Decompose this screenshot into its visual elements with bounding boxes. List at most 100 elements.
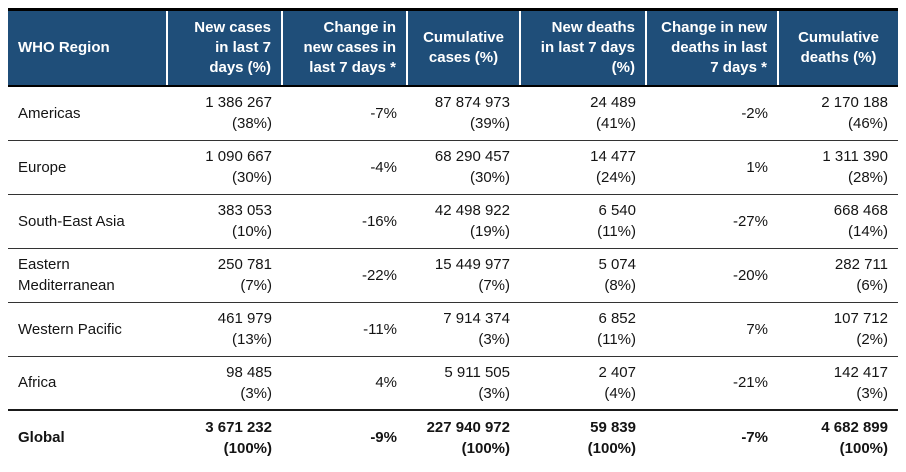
cell-value: 6 540 bbox=[598, 202, 636, 219]
cell-value: 7 914 374 bbox=[443, 310, 510, 327]
col-header-new-cases: New cases in last 7 days (%) bbox=[166, 8, 282, 87]
change-new-deaths-cell: 7% bbox=[646, 302, 778, 357]
new-deaths-cell: 24 489 (41%) bbox=[520, 86, 646, 141]
new-cases-cell: 1 386 267 (38%) bbox=[167, 86, 282, 141]
cell-value: 6 852 bbox=[598, 310, 636, 327]
cell-value: 59 839 bbox=[590, 418, 636, 436]
new-deaths-cell: 2 407 (4%) bbox=[520, 356, 646, 411]
cell-percent: (39%) bbox=[469, 115, 510, 133]
cell-percent: (100%) bbox=[223, 439, 272, 457]
cell-percent: (24%) bbox=[595, 169, 636, 186]
cell-value: 107 712 bbox=[833, 310, 888, 327]
new-cases-cell: 461 979 (13%) bbox=[167, 302, 282, 357]
cell-percent: (7%) bbox=[478, 277, 510, 294]
col-header-new-deaths: New deaths in last 7 days (%) bbox=[519, 8, 646, 87]
cell-percent: (3%) bbox=[856, 384, 888, 402]
new-deaths-cell: 59 839 (100%) bbox=[520, 410, 646, 464]
cell-percent: (30%) bbox=[231, 169, 272, 186]
change-new-cases-cell: -4% bbox=[282, 140, 407, 195]
cell-value: 1 311 390 bbox=[822, 148, 888, 165]
change-new-deaths-cell: -7% bbox=[646, 410, 778, 464]
table-row-americas: Americas 1 386 267 (38%) -7% 87 874 973 … bbox=[8, 86, 898, 141]
cumulative-cases-cell: 42 498 922 (19%) bbox=[407, 194, 520, 249]
cell-percent: (28%) bbox=[847, 169, 888, 186]
new-deaths-cell: 14 477 (24%) bbox=[520, 140, 646, 195]
cumulative-deaths-cell: 282 711 (6%) bbox=[778, 248, 898, 303]
cell-value: 87 874 973 bbox=[434, 94, 510, 112]
cell-percent: (6%) bbox=[856, 277, 888, 294]
new-cases-cell: 383 053 (10%) bbox=[167, 194, 282, 249]
change-new-deaths-cell: -27% bbox=[646, 194, 778, 249]
table-row-global: Global 3 671 232 (100%) -9% 227 940 972 … bbox=[8, 410, 898, 464]
cell-value: 383 053 bbox=[217, 202, 272, 219]
cell-percent: (38%) bbox=[231, 115, 272, 133]
cell-value: 4 682 899 bbox=[821, 418, 888, 436]
new-deaths-cell: 6 540 (11%) bbox=[520, 194, 646, 249]
col-header-cumulative-deaths: Cumulative deaths (%) bbox=[777, 8, 898, 87]
cumulative-deaths-cell: 668 468 (14%) bbox=[778, 194, 898, 249]
cell-percent: (100%) bbox=[587, 439, 636, 457]
new-cases-cell: 98 485 (3%) bbox=[167, 356, 282, 411]
cell-value: 282 711 bbox=[834, 256, 888, 273]
col-header-change-new-deaths: Change in new deaths in last 7 days * bbox=[645, 8, 778, 87]
region-cell: Europe bbox=[8, 140, 167, 195]
cumulative-cases-cell: 15 449 977 (7%) bbox=[407, 248, 520, 303]
region-cell: South-East Asia bbox=[8, 194, 167, 249]
cell-value: 68 290 457 bbox=[434, 148, 510, 165]
cell-percent: (7%) bbox=[240, 277, 272, 294]
col-header-change-new-cases: Change in new cases in last 7 days * bbox=[281, 8, 407, 87]
change-new-deaths-cell: -21% bbox=[646, 356, 778, 411]
cell-percent: (8%) bbox=[604, 277, 636, 294]
cell-percent: (11%) bbox=[597, 331, 636, 348]
region-cell: Western Pacific bbox=[8, 302, 167, 357]
table-header: WHO Region New cases in last 7 days (%) … bbox=[8, 8, 898, 87]
cell-percent: (3%) bbox=[478, 384, 510, 402]
new-deaths-cell: 6 852 (11%) bbox=[520, 302, 646, 357]
cell-value: 15 449 977 bbox=[434, 256, 510, 273]
change-new-cases-cell: -16% bbox=[282, 194, 407, 249]
cell-percent: (2%) bbox=[856, 331, 888, 348]
change-new-deaths-cell: -2% bbox=[646, 86, 778, 141]
cumulative-cases-cell: 5 911 505 (3%) bbox=[407, 356, 520, 411]
cell-value: 668 468 bbox=[833, 202, 888, 219]
cell-percent: (10%) bbox=[231, 223, 272, 240]
change-new-cases-cell: -11% bbox=[282, 302, 407, 357]
cell-percent: (3%) bbox=[478, 331, 510, 348]
cumulative-cases-cell: 68 290 457 (30%) bbox=[407, 140, 520, 195]
cell-value: 24 489 bbox=[590, 94, 636, 112]
table-body: Americas 1 386 267 (38%) -7% 87 874 973 … bbox=[8, 86, 898, 464]
cell-value: 1 090 667 bbox=[205, 148, 272, 165]
change-new-deaths-cell: -20% bbox=[646, 248, 778, 303]
col-header-who-region: WHO Region bbox=[8, 8, 167, 87]
new-deaths-cell: 5 074 (8%) bbox=[520, 248, 646, 303]
region-cell: Global bbox=[8, 410, 167, 464]
cell-percent: (4%) bbox=[604, 384, 636, 402]
change-new-cases-cell: 4% bbox=[282, 356, 407, 411]
cell-percent: (14%) bbox=[847, 223, 888, 240]
region-cell: Africa bbox=[8, 356, 167, 411]
cell-value: 2 407 bbox=[598, 363, 636, 381]
cumulative-deaths-cell: 1 311 390 (28%) bbox=[778, 140, 898, 195]
region-cell: Americas bbox=[8, 86, 167, 141]
change-new-cases-cell: -7% bbox=[282, 86, 407, 141]
cell-percent: (41%) bbox=[595, 115, 636, 133]
cumulative-cases-cell: 227 940 972 (100%) bbox=[407, 410, 520, 464]
cell-value: 142 417 bbox=[833, 363, 888, 381]
table-row-eastern-mediterranean: Eastern Mediterranean 250 781 (7%) -22% … bbox=[8, 248, 898, 303]
cell-percent: (30%) bbox=[469, 169, 510, 186]
table-row-africa: Africa 98 485 (3%) 4% 5 911 505 (3%) 2 4… bbox=[8, 356, 898, 411]
new-cases-cell: 1 090 667 (30%) bbox=[167, 140, 282, 195]
cell-value: 5 911 505 bbox=[444, 363, 510, 381]
cumulative-deaths-cell: 142 417 (3%) bbox=[778, 356, 898, 411]
new-cases-cell: 250 781 (7%) bbox=[167, 248, 282, 303]
cell-value: 250 781 bbox=[217, 256, 272, 273]
cell-value: 2 170 188 bbox=[821, 94, 888, 112]
cell-value: 1 386 267 bbox=[205, 94, 272, 112]
cell-percent: (46%) bbox=[847, 115, 888, 133]
cumulative-cases-cell: 7 914 374 (3%) bbox=[407, 302, 520, 357]
change-new-cases-cell: -9% bbox=[282, 410, 407, 464]
cell-value: 98 485 bbox=[226, 363, 272, 381]
cell-value: 14 477 bbox=[590, 148, 636, 165]
cell-value: 461 979 bbox=[217, 310, 272, 327]
